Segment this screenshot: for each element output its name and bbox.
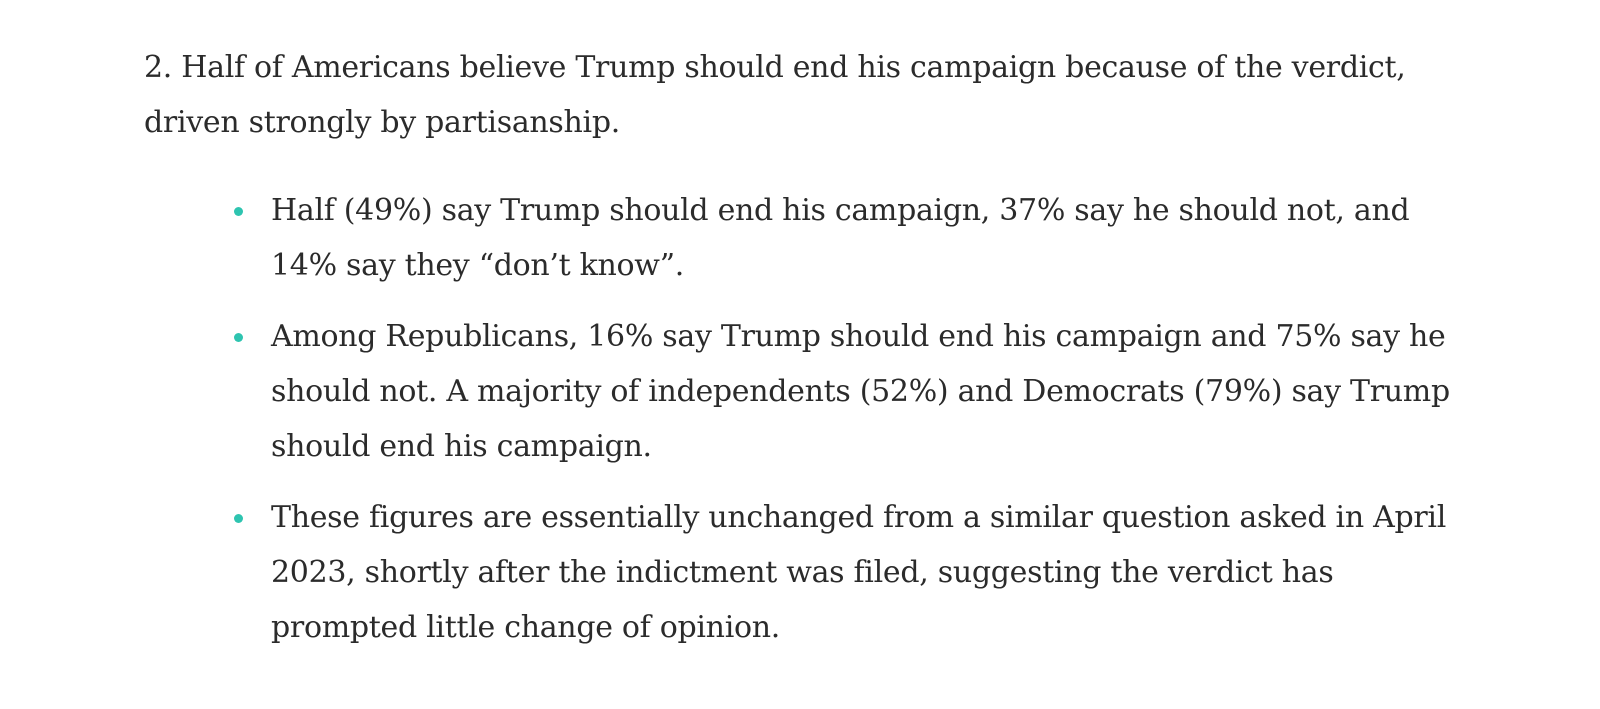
bullet-dot-icon xyxy=(234,207,243,216)
bullet-text: Among Republicans, 16% say Trump should … xyxy=(271,319,1450,464)
bullet-dot-icon xyxy=(234,514,243,523)
bullet-item: These figures are essentially unchanged … xyxy=(234,490,1464,655)
article-body: 2. Half of Americans believe Trump shoul… xyxy=(144,40,1464,671)
bullet-item: Among Republicans, 16% say Trump should … xyxy=(234,309,1464,474)
bullet-text: Half (49%) say Trump should end his camp… xyxy=(271,193,1410,283)
bullet-list: Half (49%) say Trump should end his camp… xyxy=(144,183,1464,655)
bullet-dot-icon xyxy=(234,333,243,342)
bullet-item: Half (49%) say Trump should end his camp… xyxy=(234,183,1464,293)
bullet-text: These figures are essentially unchanged … xyxy=(271,500,1446,645)
lead-paragraph: 2. Half of Americans believe Trump shoul… xyxy=(144,50,1406,140)
